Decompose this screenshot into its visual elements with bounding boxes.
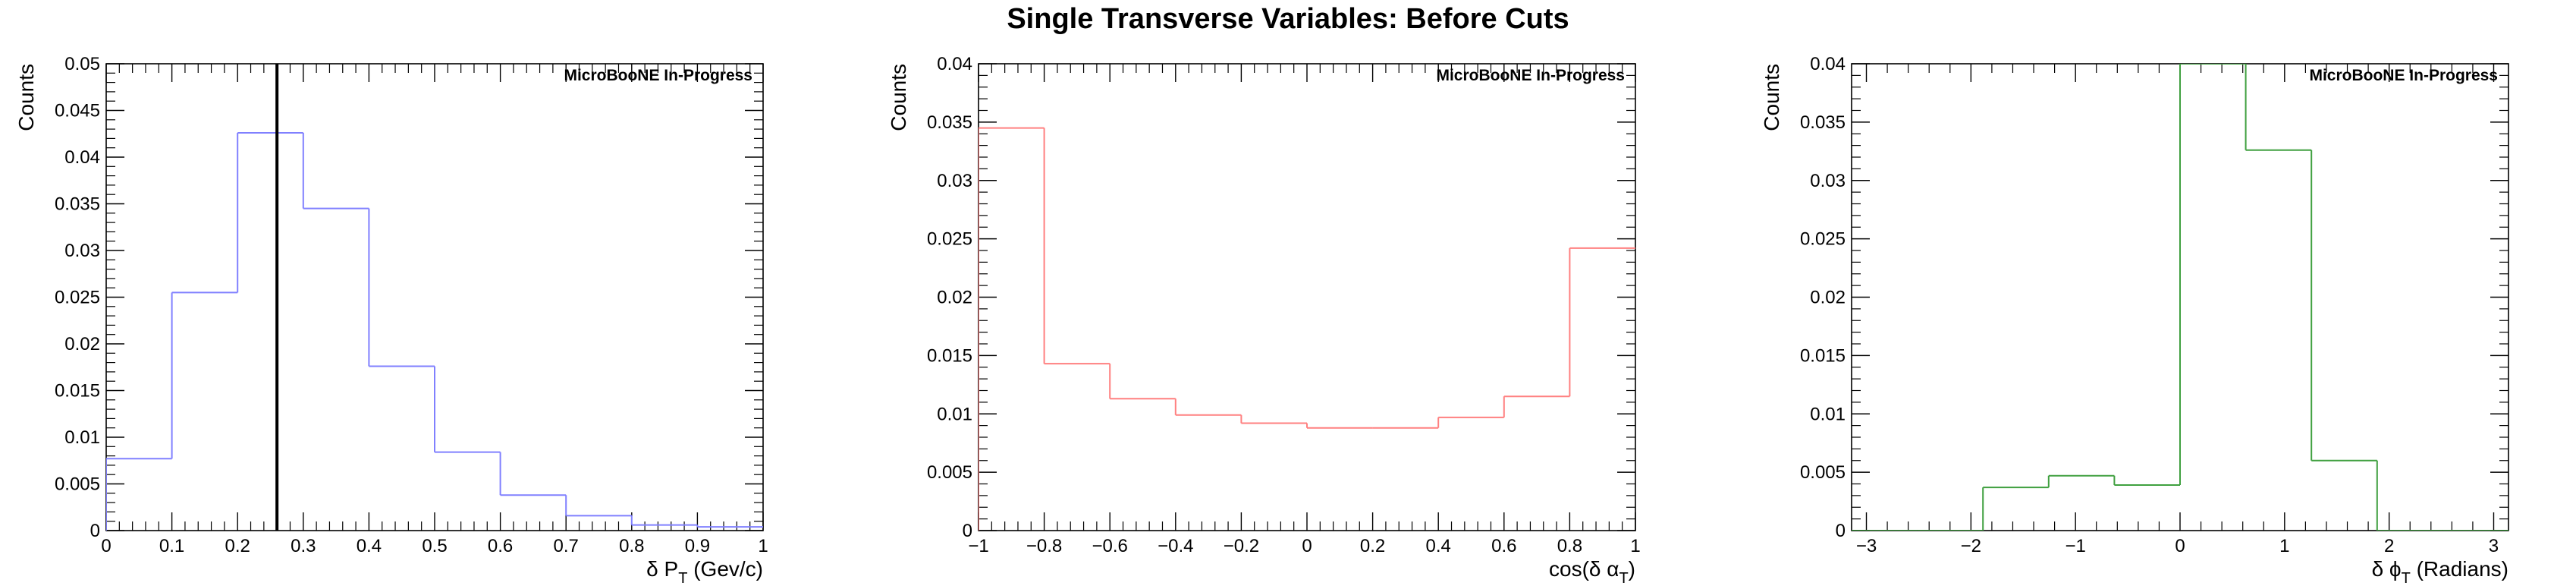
x-axis-label-suffix: )	[1629, 557, 1635, 581]
y-tick-label: 0.04	[64, 147, 100, 168]
x-tick-label: 3	[2489, 536, 2499, 556]
y-tick-label: 0.02	[1810, 288, 1846, 308]
histogram-series	[106, 132, 763, 531]
x-tick-label: 0.8	[1557, 536, 1582, 556]
x-tick-label: 1	[1630, 536, 1640, 556]
x-axis-label-subscript: T	[678, 570, 687, 586]
x-tick-label: 0.2	[225, 536, 250, 556]
x-tick-label: −2	[1961, 536, 1981, 556]
x-axis-label: δ PT (Gev/c)	[646, 557, 763, 586]
x-axis-label-main: δ ϕ	[2372, 557, 2402, 581]
chart-panel-2: 0 0.005 0.01 0.015 0.02 0.025 0.03 0.035 0.04 −1 −…	[887, 54, 1641, 586]
y-tick-label: 0.03	[1810, 171, 1846, 191]
x-tick-label: 1	[758, 536, 768, 556]
x-tick-label: 0	[101, 536, 111, 556]
y-tick-label: 0.005	[55, 474, 100, 495]
y-tick-label: 0.05	[64, 54, 100, 74]
histogram-series	[1852, 64, 2508, 531]
x-tick-label: −1	[968, 536, 988, 556]
y-tick-label: 0.035	[55, 194, 100, 215]
y-tick-label: 0.03	[937, 171, 972, 191]
y-tick-label: 0.035	[1800, 112, 1846, 133]
y-axis-label: Counts	[14, 64, 38, 131]
y-tick-label: 0.025	[1800, 229, 1846, 250]
x-tick-label: 0.2	[1360, 536, 1385, 556]
x-tick-label: 0.4	[1426, 536, 1451, 556]
x-tick-label: 0.4	[357, 536, 382, 556]
chart-main-title: Single Transverse Variables: Before Cuts	[1007, 3, 1569, 35]
y-tick-label: 0.015	[1800, 345, 1846, 366]
x-axis-label-subscript: T	[2402, 570, 2411, 586]
x-tick-label: 0.3	[291, 536, 316, 556]
x-tick-label: 0.8	[619, 536, 644, 556]
plot-frame	[105, 63, 764, 531]
x-axis-label: δ ϕT (Radians)	[2372, 557, 2508, 586]
annotation-label: MicroBooNE In-Progress	[1436, 67, 1625, 84]
x-axis-label-main: δ P	[646, 557, 678, 581]
x-tick-label: −0.4	[1158, 536, 1193, 556]
y-tick-label: 0.045	[55, 101, 100, 121]
y-axis-label: Counts	[887, 64, 910, 131]
y-tick-label: 0.04	[1810, 54, 1846, 74]
x-axis-label-subscript: T	[1619, 570, 1628, 586]
x-axis-label-suffix: (Gev/c)	[687, 557, 763, 581]
x-axis-label-main: cos(δ α	[1549, 557, 1619, 581]
x-axis-label-suffix: (Radians)	[2411, 557, 2508, 581]
x-tick-label: −1	[2065, 536, 2085, 556]
y-tick-label: 0.005	[1800, 462, 1846, 483]
x-tick-label: 0	[2175, 536, 2185, 556]
x-tick-label: 0.9	[685, 536, 710, 556]
x-tick-label: 1	[2279, 536, 2289, 556]
x-tick-label: 0.7	[554, 536, 579, 556]
y-tick-label: 0.015	[55, 381, 100, 402]
x-tick-label: 0	[1302, 536, 1312, 556]
y-tick-label: 0.025	[927, 229, 972, 250]
plot-frame	[978, 63, 1636, 531]
x-tick-label: −0.6	[1092, 536, 1128, 556]
x-tick-label: −0.8	[1026, 536, 1062, 556]
x-tick-label: 0.6	[1491, 536, 1516, 556]
chart-panel-1: 0 0.005 0.01 0.015 0.02 0.025 0.03 0.035 0.04 0.0…	[14, 54, 768, 586]
x-tick-label: 0.6	[488, 536, 513, 556]
y-tick-label: 0.04	[937, 54, 972, 74]
y-tick-label: 0.02	[937, 288, 972, 308]
y-tick-label: 0.005	[927, 462, 972, 483]
x-tick-label: 2	[2384, 536, 2394, 556]
y-tick-label: 0.035	[927, 112, 972, 133]
y-tick-label: 0.025	[55, 288, 100, 308]
x-tick-label: 0.5	[422, 536, 447, 556]
chart-panel-3: 0 0.005 0.01 0.015 0.02 0.025 0.03 0.035 0.04 −3 −…	[1760, 54, 2509, 586]
y-tick-label: 0.02	[64, 334, 100, 354]
x-tick-label: −0.2	[1224, 536, 1259, 556]
y-axis-label: Counts	[1760, 64, 1783, 131]
x-tick-label: −3	[1856, 536, 1877, 556]
x-tick-label: 0.1	[159, 536, 184, 556]
annotation-label: MicroBooNE In-Progress	[564, 67, 752, 84]
y-tick-label: 0	[90, 521, 100, 541]
y-tick-label: 0.03	[64, 241, 100, 261]
y-tick-label: 0.015	[927, 345, 972, 366]
histogram-series	[979, 127, 1635, 531]
y-tick-label: 0	[963, 521, 972, 541]
y-tick-label: 0.01	[1810, 404, 1846, 424]
annotation-label: MicroBooNE In-Progress	[2309, 67, 2498, 84]
y-tick-label: 0.01	[937, 404, 972, 424]
y-tick-label: 0.01	[64, 427, 100, 448]
y-tick-label: 0	[1836, 521, 1846, 541]
x-axis-label: cos(δ αT)	[1549, 557, 1635, 586]
